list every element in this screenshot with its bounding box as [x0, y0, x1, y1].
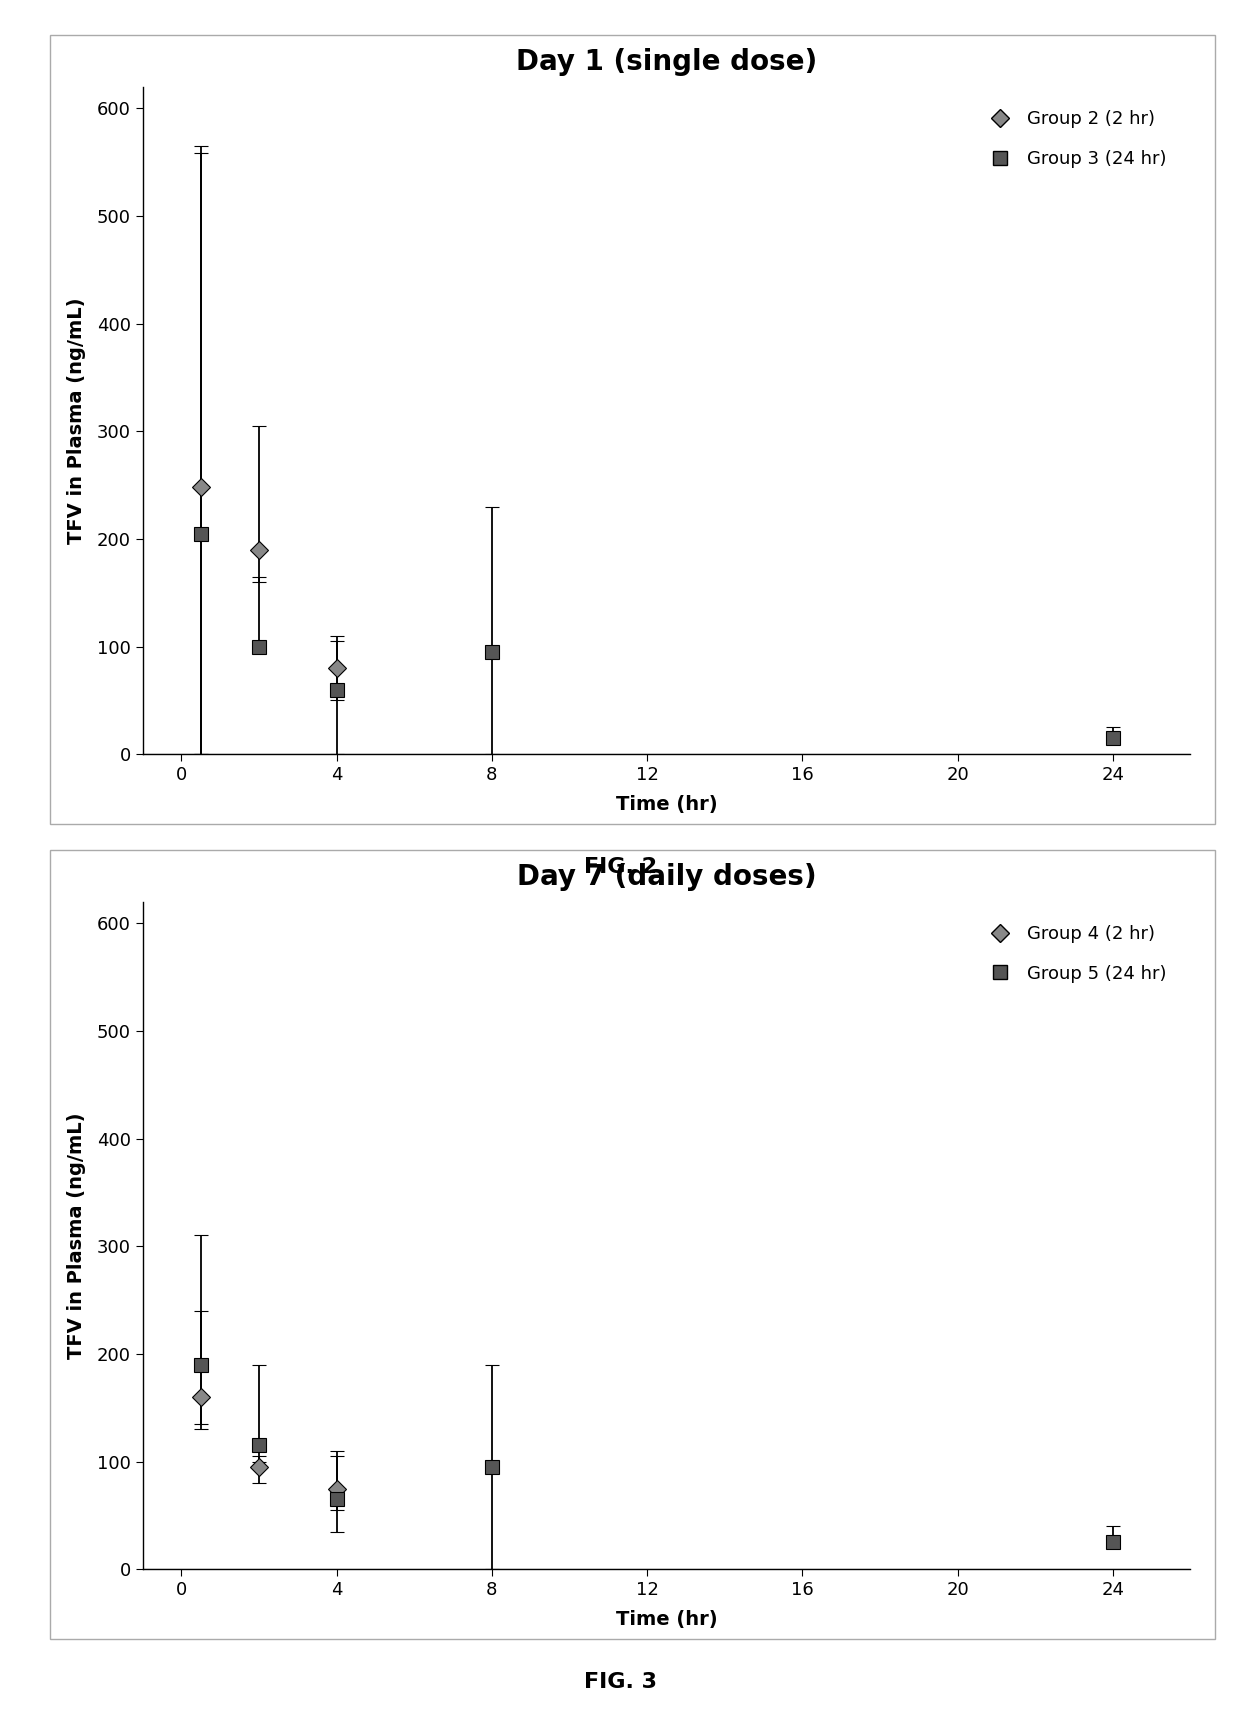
Text: FIG. 2: FIG. 2 — [584, 857, 656, 877]
Title: Day 7 (daily doses): Day 7 (daily doses) — [517, 864, 816, 891]
Legend: Group 2 (2 hr), Group 3 (24 hr): Group 2 (2 hr), Group 3 (24 hr) — [968, 95, 1182, 182]
Legend: Group 4 (2 hr), Group 5 (24 hr): Group 4 (2 hr), Group 5 (24 hr) — [968, 910, 1182, 997]
Title: Day 1 (single dose): Day 1 (single dose) — [516, 49, 817, 76]
Text: FIG. 3: FIG. 3 — [584, 1672, 656, 1692]
Y-axis label: TFV in Plasma (ng/mL): TFV in Plasma (ng/mL) — [67, 297, 86, 544]
Y-axis label: TFV in Plasma (ng/mL): TFV in Plasma (ng/mL) — [67, 1111, 86, 1359]
X-axis label: Time (hr): Time (hr) — [616, 796, 717, 815]
X-axis label: Time (hr): Time (hr) — [616, 1611, 717, 1630]
